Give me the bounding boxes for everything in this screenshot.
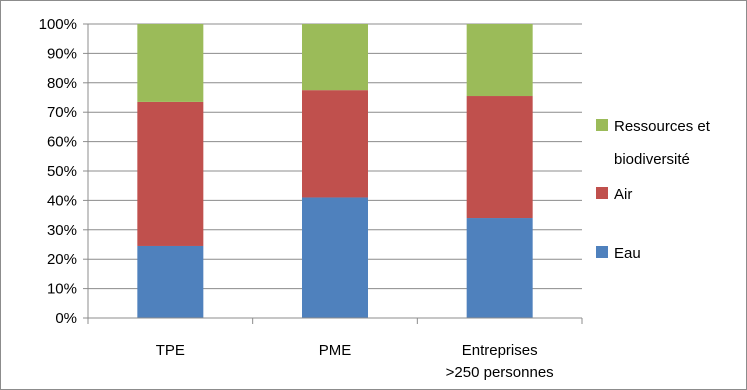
y-tick-label: 40% bbox=[47, 192, 77, 209]
legend-swatch bbox=[596, 119, 608, 131]
y-tick-label: 70% bbox=[47, 104, 77, 121]
y-tick-label: 100% bbox=[39, 16, 77, 33]
y-tick-label: 90% bbox=[47, 45, 77, 62]
bar-segment-eau bbox=[302, 197, 368, 318]
legend-label: biodiversité bbox=[614, 151, 690, 168]
y-tick-label: 20% bbox=[47, 251, 77, 268]
y-tick-label: 50% bbox=[47, 163, 77, 180]
bar-segment-air bbox=[137, 101, 204, 246]
x-axis-category-labels: TPE PME Entreprises >250 personnes bbox=[156, 342, 554, 381]
legend-swatch bbox=[596, 187, 608, 199]
y-tick-label: 60% bbox=[47, 134, 77, 151]
legend: Ressources et biodiversité Air Eau bbox=[596, 118, 711, 262]
y-tick-label: 80% bbox=[47, 75, 77, 92]
legend-label: Eau bbox=[614, 245, 641, 262]
bars bbox=[137, 24, 533, 318]
bar-segment-ressources-et-biodiversit- bbox=[137, 24, 204, 102]
x-category-label: >250 personnes bbox=[446, 364, 554, 381]
bar-segment-eau bbox=[137, 245, 204, 318]
x-category-label: Entreprises bbox=[462, 342, 538, 359]
legend-label: Air bbox=[614, 186, 632, 203]
bar-segment-air bbox=[466, 96, 533, 219]
axes bbox=[83, 23, 583, 324]
bar-segment-ressources-et-biodiversit- bbox=[302, 24, 368, 91]
y-axis-tick-labels: 0% 10% 20% 30% 40% 50% 60% 70% 80% 90% 100% bbox=[39, 16, 77, 327]
legend-swatch bbox=[596, 246, 608, 258]
x-category-label: TPE bbox=[156, 342, 185, 359]
y-tick-label: 0% bbox=[55, 310, 77, 327]
y-tick-label: 30% bbox=[47, 222, 77, 239]
y-tick-label: 10% bbox=[47, 281, 77, 298]
legend-label: Ressources et bbox=[614, 118, 711, 135]
bar-segment-ressources-et-biodiversit- bbox=[466, 24, 533, 97]
bar-segment-eau bbox=[466, 218, 533, 318]
x-category-label: PME bbox=[319, 342, 352, 359]
bar-segment-air bbox=[302, 90, 368, 198]
